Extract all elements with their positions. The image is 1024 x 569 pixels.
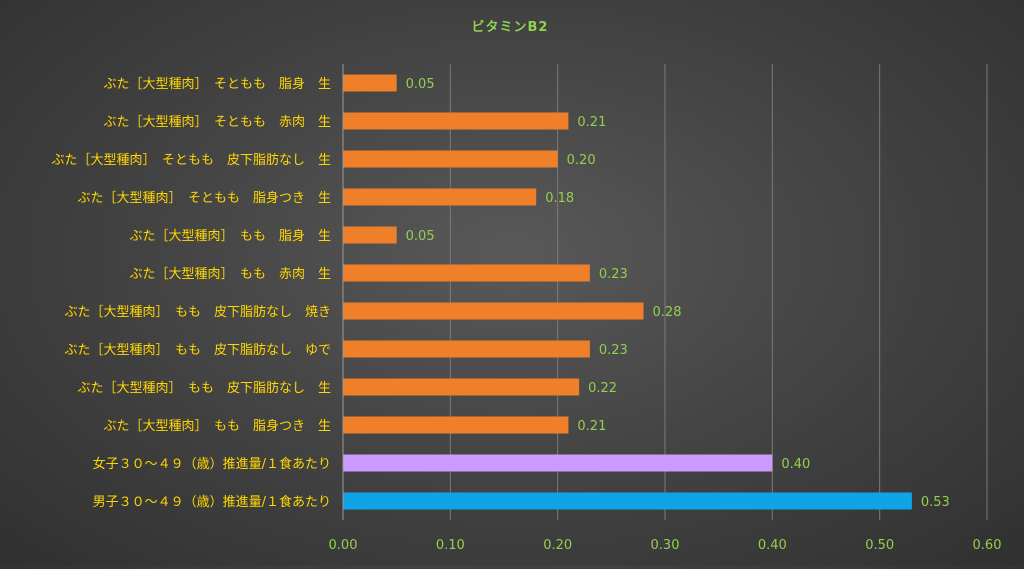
bar: [343, 226, 397, 244]
data-label: 0.20: [567, 153, 596, 168]
data-label: 0.05: [406, 77, 435, 92]
x-axis-ticks: 0.00 0.10 0.20 0.30 0.40 0.50 0.60: [329, 538, 1002, 553]
data-label: 0.22: [588, 381, 617, 396]
bars: [343, 74, 912, 510]
category-label: ぶた［大型種肉］ そともも 脂身 生: [103, 76, 331, 92]
category-label: 女子３０～４９（歳）推進量/１食あたり: [93, 456, 331, 472]
x-tick-label: 0.30: [651, 538, 680, 553]
bar: [343, 340, 590, 358]
bar: [343, 378, 580, 396]
data-label: 0.05: [406, 229, 435, 244]
category-label: ぶた［大型種肉］ そともも 赤肉 生: [103, 114, 331, 130]
data-label: 0.28: [653, 305, 682, 320]
bar: [343, 150, 558, 168]
category-label: ぶた［大型種肉］ もも 脂身つき 生: [103, 418, 331, 434]
category-label: ぶた［大型種肉］ そともも 脂身つき 生: [77, 190, 331, 206]
x-tick-label: 0.20: [543, 538, 572, 553]
data-label: 0.23: [599, 343, 628, 358]
bar: [343, 302, 644, 320]
category-label: ぶた［大型種肉］ そともも 皮下脂肪なし 生: [51, 152, 331, 168]
chart-title: ビタミンB2: [472, 19, 549, 35]
bar: [343, 188, 537, 206]
data-label: 0.40: [781, 457, 810, 472]
data-labels: 0.05 0.21 0.20 0.18 0.05 0.23 0.28 0.23 0.22 0.21…: [406, 77, 950, 510]
x-tick-label: 0.60: [973, 538, 1002, 553]
bar: [343, 492, 912, 510]
bar: [343, 264, 590, 282]
x-tick-label: 0.40: [758, 538, 787, 553]
data-label: 0.18: [545, 191, 574, 206]
category-labels: ぶた［大型種肉］ そともも 脂身 生ぶた［大型種肉］ そともも 赤肉 生ぶた［大…: [51, 76, 331, 510]
data-label: 0.21: [577, 115, 606, 130]
bar: [343, 454, 773, 472]
category-label: ぶた［大型種肉］ もも 赤肉 生: [129, 266, 331, 282]
category-label: 男子３０～４９（歳）推進量/１食あたり: [93, 494, 331, 510]
bar: [343, 416, 569, 434]
data-label: 0.21: [577, 419, 606, 434]
category-label: ぶた［大型種肉］ もも 皮下脂肪なし ゆで: [64, 342, 331, 358]
x-tick-label: 0.10: [436, 538, 465, 553]
x-tick-label: 0.00: [329, 538, 358, 553]
bar: [343, 112, 569, 130]
bar: [343, 74, 397, 92]
x-tick-label: 0.50: [865, 538, 894, 553]
category-label: ぶた［大型種肉］ もも 皮下脂肪なし 焼き: [64, 304, 331, 320]
category-label: ぶた［大型種肉］ もも 脂身 生: [129, 228, 331, 244]
category-label: ぶた［大型種肉］ もも 皮下脂肪なし 生: [77, 380, 331, 396]
gridlines: [449, 64, 988, 520]
data-label: 0.53: [921, 495, 950, 510]
data-label: 0.23: [599, 267, 628, 282]
